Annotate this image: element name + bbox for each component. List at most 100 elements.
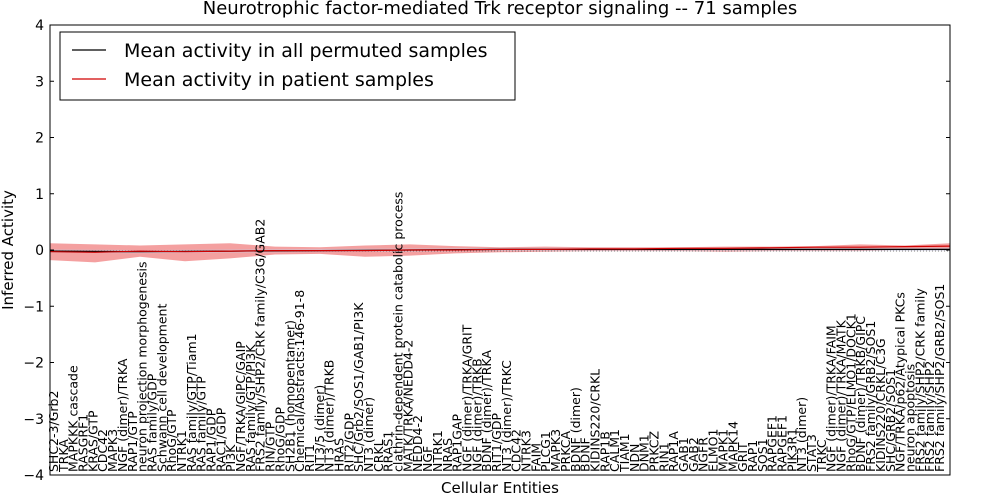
x-category-label: PLCG1 [538, 431, 553, 472]
legend-label-permuted: Mean activity in all permuted samples [124, 40, 487, 62]
x-category-label: Schwann cell development [154, 304, 169, 472]
chart-title: Neurotrophic factor-mediated Trk recepto… [203, 0, 797, 19]
x-category-label: MAPK14 [725, 421, 740, 472]
series-line-patient [49, 245, 951, 253]
x-category-label: NGFR [696, 437, 711, 472]
x-category-label: NGF (dimer)/TRKA [115, 358, 130, 472]
x-category-label: RhoG/GDP [272, 407, 287, 472]
x-category-label: NT3 (dimer)/TRKC [499, 360, 514, 472]
x-category-label: CDC42 [95, 429, 110, 472]
x-category-label: RAP1A [666, 431, 681, 472]
x-category-label: MAPK1 [715, 429, 730, 472]
x-category-label: NTRK3 [519, 430, 534, 472]
y-tick-label: 2 [35, 131, 44, 147]
x-category-label: RAS family/GDP [144, 373, 159, 472]
x-category-label: NGF (dimer)/TRKA/FAIM [824, 325, 839, 472]
x-category-label: RIT2/GDP [341, 413, 356, 472]
y-tick-label: −3 [23, 412, 44, 428]
confidence-bands [50, 243, 950, 263]
x-category-label: GRIT [735, 442, 750, 472]
y-tick-label: 3 [35, 74, 44, 90]
x-category-label: CRKL [371, 439, 386, 472]
x-category-label: RAP1 [745, 440, 760, 472]
x-category-label: PRKCZ [647, 431, 662, 472]
x-category-label: MAPKKK cascade [66, 365, 81, 472]
x-category-label: neuron projection morphogenesis [135, 261, 150, 472]
x-category-label: NT3 (dimer) [361, 397, 376, 472]
x-category-label: NT3 (dimer)/TRKB [322, 360, 337, 472]
x-category-label: RAP1B [597, 431, 612, 472]
x-category-label: NT3 (dimer) [794, 397, 809, 472]
x-category-label: RIT1 [302, 444, 317, 472]
legend-box [59, 31, 516, 101]
x-category-label: RAPGEF1 [765, 415, 780, 472]
x-category-label: KIDINS220/CRKL/C3G [873, 338, 888, 472]
x-category-label: neuron apoptosis [903, 364, 918, 472]
x-category-label: TIAM1 [617, 433, 632, 473]
x-category-label: KIDINS220/CRKL [587, 369, 602, 472]
x-category-label: KRAS/GTP [85, 410, 100, 472]
x-category-label: RhoG/GTP/ELMO1/DOCK1 [843, 313, 858, 472]
y-tick-label: −2 [23, 356, 44, 372]
x-category-label: NDN [627, 444, 642, 472]
x-category-label: CALM1 [607, 429, 622, 472]
x-category-label: PI3K [223, 444, 238, 472]
x-category-label: MAPK3 [548, 429, 563, 472]
x-category-label: Chemical/Abstracts:146-91-8 [292, 290, 307, 472]
y-tick-label: 0 [35, 243, 44, 259]
x-category-label: RAPGEF1 [775, 415, 790, 472]
x-category-label: HRAS [332, 438, 347, 472]
x-category-label: NGF [420, 446, 435, 472]
legend: Mean activity in all permuted samples Me… [59, 31, 516, 101]
x-category-label: BDNF [578, 437, 593, 472]
x-category-label: ELMO1 [706, 429, 721, 472]
y-tick-label: −1 [23, 299, 44, 315]
x-category-label: MAPK3 [105, 429, 120, 472]
x-category-label: GAB1 [676, 437, 691, 472]
x-category-label: NTRK1 [430, 430, 445, 472]
x-category-label: RAC1/GDP [213, 407, 228, 472]
x-category-label: RIN1 [656, 442, 671, 472]
x-category-label: RAP1/GDP [204, 408, 219, 472]
x-category-label: SHC/GRB2/SOS1 [883, 369, 898, 472]
x-category-label: BDNF (dimer)/TRKA [479, 350, 494, 472]
x-category-label: FRS2 family/GRB2/SOS1 [863, 321, 878, 472]
y-axis-label: Inferred Activity [0, 190, 17, 310]
x-category-label: NTRK1 [174, 430, 189, 472]
x-category-label: PIK3R1 [784, 428, 799, 472]
x-category-label: TRKA [56, 439, 71, 473]
x-category-label: NT3/5 (dimer) [312, 385, 327, 472]
x-category-label: SHC/Grb2/SOS1/GAB1/PI3K [351, 302, 366, 472]
x-category-label: RRAS1 [381, 431, 396, 472]
x-category-label: NGF (dimer)/TRKA/MATK [834, 319, 849, 472]
x-category-label: NGF (dimer)/TRKB [469, 358, 484, 472]
x-category-label: FAIM [528, 443, 543, 472]
x-category-label: NEDD4-2 [410, 415, 425, 472]
x-category-label: FRS2 family/SHP2/GRB2/SOS1 [932, 284, 947, 472]
x-category-label: DNM1 [637, 434, 652, 472]
x-category-label: PRKCA [558, 431, 573, 472]
x-category-label: RAP1GAP [450, 414, 465, 472]
x-category-label: STAT3 [804, 434, 819, 472]
x-category-label: RAS family/GTP/PI3K [243, 344, 258, 472]
x-category-label: SH2B1 (homopentamer) [282, 320, 297, 472]
x-category-label: RhoG/GTP [164, 409, 179, 472]
x-category-label: NGF/TRKA/p62/Atypical PKCs [893, 292, 908, 472]
x-category-label: FRS2 family/SHP2/CRK family/C3G/GAB2 [253, 219, 268, 472]
legend-label-patient: Mean activity in patient samples [124, 69, 434, 91]
y-axis-ticks: −4 −3 −2 −1 0 1 2 3 4 [23, 18, 950, 484]
y-tick-label: 4 [35, 18, 44, 34]
x-category-label: MATK/TRKA/NEDD4-2 [400, 340, 415, 472]
series-lines [49, 245, 951, 253]
x-category-label: SOS1 [755, 438, 770, 472]
x-axis-label: Cellular Entities [441, 479, 559, 497]
y-tick-label: 1 [35, 187, 44, 203]
x-category-label: NGF/TRKA/GIPC/GAIP [233, 341, 248, 472]
x-category-label: CDC42 [509, 429, 524, 472]
x-category-label: clathrin-dependent protein catabolic pro… [391, 192, 406, 472]
x-category-label: RAP1/GTP [125, 411, 140, 472]
x-category-label: RAS family/GTP [194, 376, 209, 472]
x-category-label: FRS2 family/SHP2/CRK family [912, 288, 927, 472]
